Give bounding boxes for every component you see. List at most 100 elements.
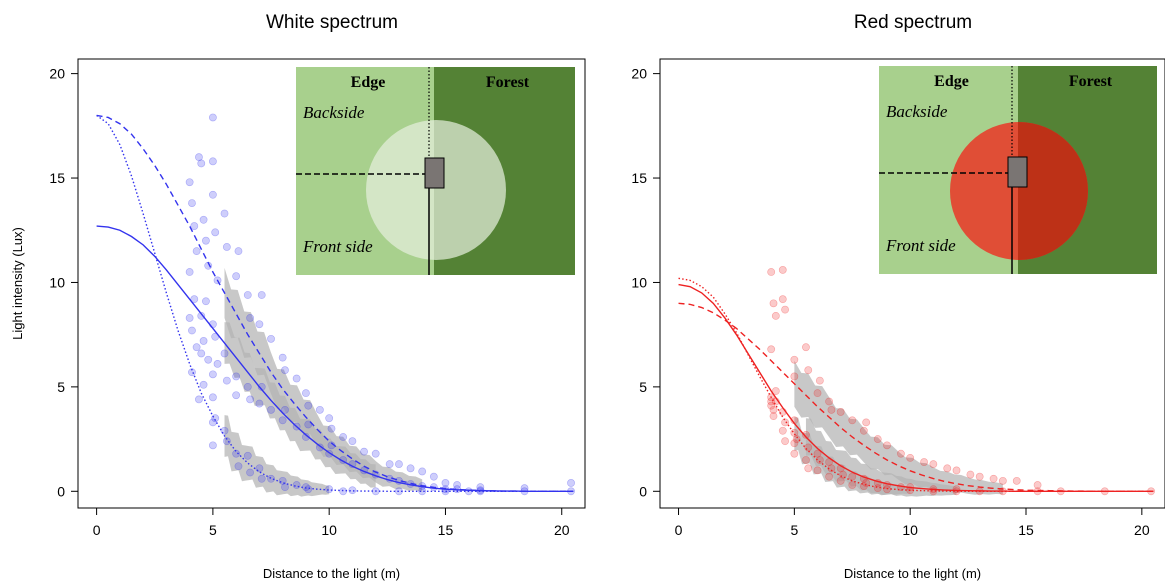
data-point — [185, 178, 194, 187]
y-tick-label: 0 — [57, 483, 65, 499]
data-point — [204, 355, 213, 364]
data-point — [1033, 481, 1042, 489]
data-point — [778, 426, 787, 435]
data-point — [246, 314, 255, 322]
data-point — [197, 349, 206, 358]
data-point — [848, 472, 857, 481]
data-point — [213, 360, 222, 368]
x-tick-label: 10 — [902, 522, 918, 538]
data-point — [267, 474, 275, 483]
data-point — [208, 393, 217, 402]
y-tick-label: 10 — [49, 274, 65, 290]
data-point — [255, 399, 264, 408]
data-point — [989, 474, 998, 483]
data-point — [339, 433, 348, 441]
data-point — [453, 481, 461, 489]
data-point — [778, 295, 787, 304]
confidence-bands — [224, 267, 423, 497]
inset-lamp — [1007, 156, 1028, 188]
data-point — [567, 479, 575, 487]
data-point — [859, 426, 868, 435]
data-point — [771, 311, 780, 320]
inset-light-circle — [366, 120, 506, 260]
confidence-bands — [794, 360, 1003, 497]
x-axis-label: Distance to the light (m) — [263, 566, 400, 581]
data-point — [199, 215, 208, 224]
data-point — [325, 414, 334, 423]
data-point — [315, 443, 324, 452]
plot-frame — [659, 58, 1165, 509]
data-point — [825, 472, 834, 481]
data-point — [302, 389, 310, 398]
data-point — [859, 482, 868, 490]
data-point — [208, 190, 217, 199]
inset-frontside-label: Front side — [302, 237, 373, 256]
data-point — [281, 366, 289, 375]
chart-red-spectrum: Red spectrum Distance to the light (m) 0 5 1… — [631, 12, 1165, 581]
data-point — [232, 449, 241, 458]
data-point — [348, 486, 357, 495]
data-point — [848, 416, 857, 425]
data-point — [234, 247, 243, 256]
data-point — [920, 458, 928, 466]
data-point — [220, 349, 229, 358]
inset-edge-label: Edge — [351, 74, 386, 91]
data-point — [804, 464, 813, 473]
data-point — [199, 337, 208, 345]
data-point — [804, 366, 813, 375]
plot-frame — [77, 58, 586, 509]
data-point — [208, 441, 217, 450]
data-point — [267, 334, 275, 343]
data-point — [966, 470, 975, 479]
data-point — [418, 487, 427, 496]
x-tick-label: 5 — [209, 522, 217, 538]
data-point — [185, 314, 194, 322]
data-point — [395, 460, 403, 469]
data-point — [815, 456, 824, 464]
fitted-line-solid — [678, 283, 1154, 492]
data-point — [790, 372, 799, 381]
data-point — [220, 426, 229, 435]
data-point — [232, 272, 241, 281]
data-point — [232, 372, 241, 381]
x-tick-label: 5 — [790, 522, 798, 538]
data-point — [883, 441, 891, 450]
data-point — [195, 395, 203, 404]
y-tick-label: 20 — [631, 66, 647, 82]
data-point — [441, 479, 450, 487]
data-point — [281, 483, 289, 492]
data-point — [802, 431, 810, 439]
x-tick-label: 15 — [1018, 522, 1034, 538]
data-point — [769, 299, 778, 308]
chart-title: Red spectrum — [854, 12, 972, 33]
data-point — [813, 449, 822, 458]
data-point — [897, 449, 905, 458]
data-point — [246, 395, 255, 404]
data-point — [804, 443, 813, 452]
data-point — [862, 418, 871, 427]
data-point — [327, 424, 336, 433]
y-tick-label: 15 — [49, 170, 65, 186]
data-point — [325, 485, 334, 494]
data-point — [257, 474, 266, 483]
data-point — [202, 236, 210, 245]
data-point — [825, 397, 834, 406]
data-point — [790, 439, 799, 448]
data-point — [257, 291, 266, 299]
data-point — [769, 405, 778, 414]
data-point — [255, 320, 264, 329]
data-point — [792, 435, 801, 443]
data-point — [292, 374, 301, 383]
data-point — [771, 387, 780, 395]
inset-frontside-label: Front side — [885, 236, 956, 255]
x-tick-label: 20 — [1134, 522, 1150, 538]
data-point — [222, 437, 231, 446]
data-point — [348, 437, 357, 446]
confidence-band-dashed — [794, 360, 1003, 495]
inset-backside-label: Backside — [303, 103, 365, 122]
data-point — [234, 462, 243, 471]
y-tick-label: 15 — [631, 170, 647, 186]
data-point — [802, 456, 810, 464]
data-point — [197, 311, 206, 320]
